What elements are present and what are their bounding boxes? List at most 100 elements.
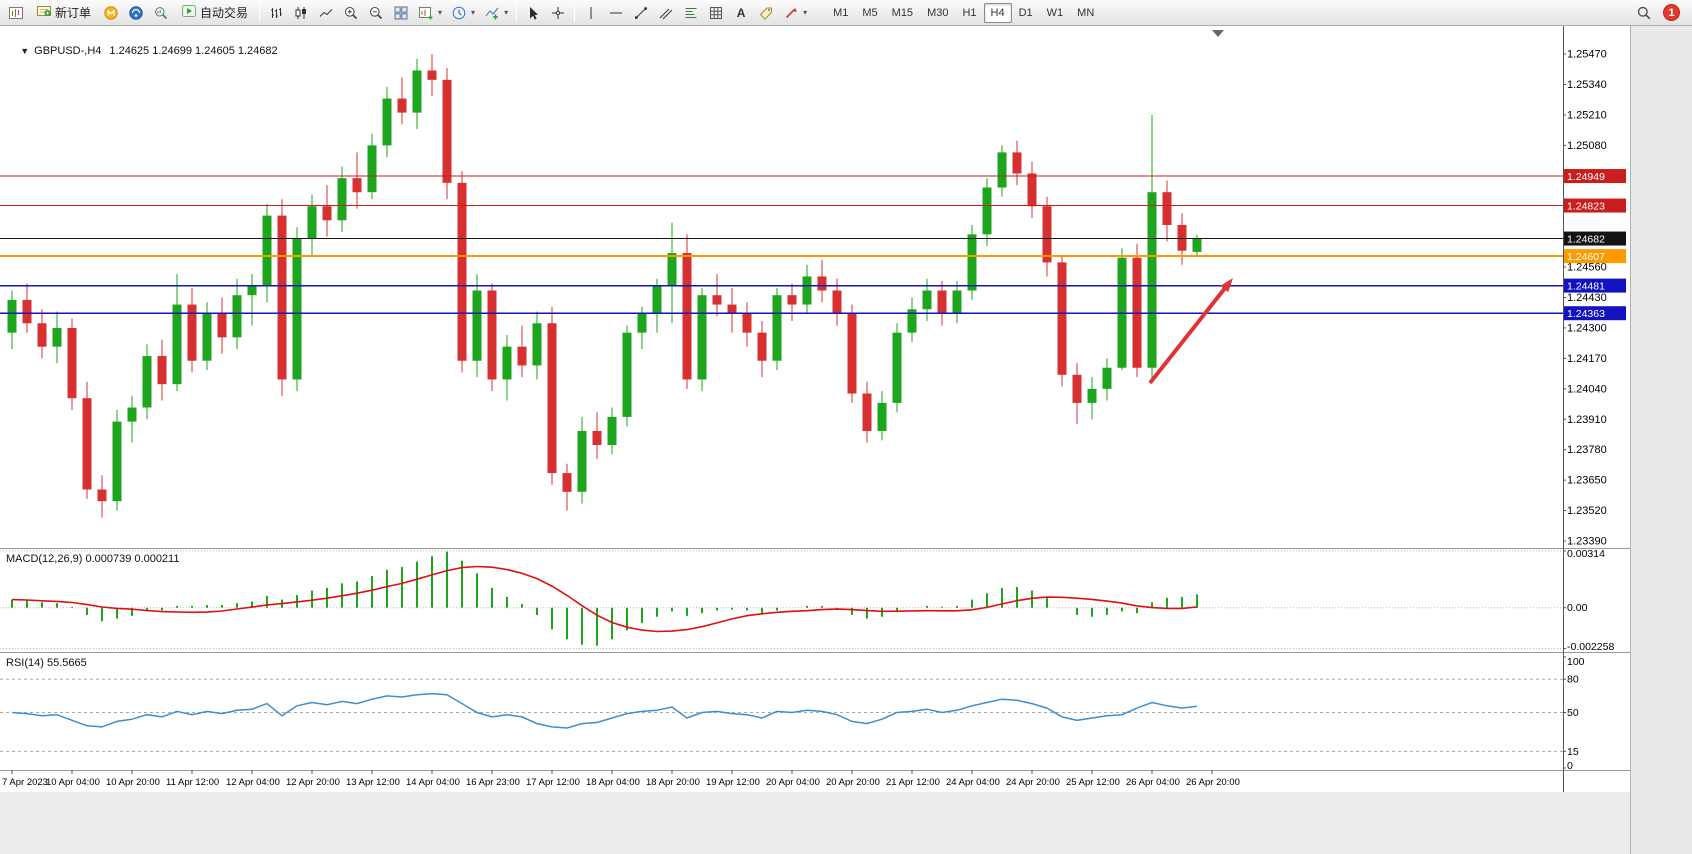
- tf-d1[interactable]: D1: [1018, 6, 1033, 19]
- svg-text:17 Apr 12:00: 17 Apr 12:00: [526, 777, 580, 788]
- chevron-down-icon: ▾: [803, 8, 808, 17]
- autotrading-button[interactable]: 自动交易: [174, 2, 255, 24]
- main-toolbar: 新订单 自动交易 ▾ ▾ ▾ A ▾ M1 M5 M15 M30 H1 H4 D…: [0, 0, 1692, 26]
- svg-text:1.25340: 1.25340: [1567, 79, 1607, 91]
- price-chart-canvas[interactable]: 0.00314 0.00 -0.002258 100 80 50 15 0 1.25470 1.2…: [0, 26, 1630, 854]
- chevron-down-icon: ▾: [471, 8, 476, 17]
- line-chart-type-icon[interactable]: [314, 2, 338, 24]
- svg-text:50: 50: [1567, 707, 1579, 719]
- svg-text:21 Apr 12:00: 21 Apr 12:00: [886, 777, 940, 788]
- svg-text:10 Apr 20:00: 10 Apr 20:00: [106, 777, 160, 788]
- svg-text:25 Apr 12:00: 25 Apr 12:00: [1066, 777, 1120, 788]
- arrows-tool-dropdown[interactable]: ▾: [779, 2, 811, 24]
- svg-text:1.24430: 1.24430: [1567, 292, 1607, 304]
- svg-text:20 Apr 04:00: 20 Apr 04:00: [766, 777, 820, 788]
- candlestick-chart-type-icon[interactable]: [289, 2, 313, 24]
- svg-text:1.25080: 1.25080: [1567, 140, 1607, 152]
- svg-text:1.25210: 1.25210: [1567, 109, 1607, 121]
- search-icon[interactable]: [1632, 2, 1656, 24]
- svg-text:10 Apr 04:00: 10 Apr 04:00: [46, 777, 100, 788]
- period-clock-dropdown[interactable]: ▾: [447, 2, 479, 24]
- new-order-label: 新订单: [55, 6, 92, 20]
- app-chart-icon[interactable]: [4, 2, 28, 24]
- tf-h1[interactable]: H1: [962, 6, 977, 19]
- svg-text:24 Apr 20:00: 24 Apr 20:00: [1006, 777, 1060, 788]
- svg-text:0: 0: [1567, 760, 1573, 772]
- tf-w1[interactable]: W1: [1046, 6, 1064, 19]
- right-margin: [1630, 26, 1692, 854]
- svg-text:1.23520: 1.23520: [1567, 505, 1607, 517]
- zoom-out-icon[interactable]: [364, 2, 388, 24]
- svg-text:1.23650: 1.23650: [1567, 475, 1607, 487]
- chart-ohlc-values: 1.24625 1.24699 1.24605 1.24682: [109, 45, 278, 57]
- autotrading-label: 自动交易: [200, 6, 249, 20]
- svg-text:24 Apr 04:00: 24 Apr 04:00: [946, 777, 1000, 788]
- svg-text:1.23780: 1.23780: [1567, 444, 1607, 456]
- tf-h4[interactable]: H4: [983, 2, 1012, 23]
- macd-label: MACD(12,26,9) 0.000739 0.000211: [6, 553, 180, 565]
- svg-text:100: 100: [1567, 656, 1585, 668]
- svg-text:1.23910: 1.23910: [1567, 414, 1607, 426]
- svg-text:-0.002258: -0.002258: [1567, 641, 1614, 653]
- svg-text:26 Apr 20:00: 26 Apr 20:00: [1186, 777, 1240, 788]
- svg-text:1.23390: 1.23390: [1567, 535, 1607, 547]
- tf-m5[interactable]: M5: [862, 6, 878, 19]
- market-search-icon[interactable]: [149, 2, 173, 24]
- svg-text:12 Apr 04:00: 12 Apr 04:00: [226, 777, 280, 788]
- svg-text:20 Apr 20:00: 20 Apr 20:00: [826, 777, 880, 788]
- tf-m1[interactable]: M1: [833, 6, 849, 19]
- chevron-down-icon: ▾: [438, 8, 443, 17]
- svg-text:12 Apr 20:00: 12 Apr 20:00: [286, 777, 340, 788]
- rsi-label: RSI(14) 55.5665: [6, 657, 87, 669]
- svg-text:11 Apr 12:00: 11 Apr 12:00: [166, 777, 219, 788]
- tf-m30[interactable]: M30: [927, 6, 949, 19]
- svg-text:18 Apr 04:00: 18 Apr 04:00: [586, 777, 640, 788]
- svg-text:0.00: 0.00: [1567, 602, 1588, 614]
- svg-text:1.24560: 1.24560: [1567, 262, 1607, 274]
- svg-text:1.24823: 1.24823: [1567, 201, 1605, 213]
- order-ticket-icon: [36, 3, 52, 22]
- text-tool-icon[interactable]: A: [736, 5, 746, 20]
- horizontal-line-tool-icon[interactable]: [604, 2, 628, 24]
- toolbar-separator: [259, 3, 261, 22]
- vertical-line-tool-icon[interactable]: [579, 2, 603, 24]
- svg-text:1.25470: 1.25470: [1567, 49, 1607, 61]
- svg-text:18 Apr 20:00: 18 Apr 20:00: [646, 777, 700, 788]
- chart-title: ▼ GBPUSD-,H4 1.24625 1.24699 1.24605 1.246…: [8, 30, 278, 72]
- fibonacci-tool-icon[interactable]: [679, 2, 703, 24]
- timeframe-toolbar: M1 M5 M15 M30 H1 H4 D1 W1 MN: [826, 2, 1101, 23]
- metaeditor-icon[interactable]: [99, 2, 123, 24]
- cursor-tool-icon[interactable]: [521, 2, 545, 24]
- tf-mn[interactable]: MN: [1077, 6, 1095, 19]
- toolbar-right-group: 1: [1632, 2, 1688, 24]
- community-icon[interactable]: [124, 2, 148, 24]
- svg-text:1.24170: 1.24170: [1567, 353, 1607, 365]
- svg-text:13 Apr 12:00: 13 Apr 12:00: [346, 777, 400, 788]
- svg-text:15: 15: [1567, 746, 1579, 758]
- new-chart-dropdown[interactable]: ▾: [414, 2, 446, 24]
- new-order-button[interactable]: 新订单: [29, 2, 98, 24]
- svg-text:1.24363: 1.24363: [1567, 308, 1605, 320]
- trendline-tool-icon[interactable]: [629, 2, 653, 24]
- tf-m15[interactable]: M15: [891, 6, 914, 19]
- svg-text:0.00314: 0.00314: [1567, 548, 1605, 560]
- crosshair-tool-icon[interactable]: [546, 2, 570, 24]
- svg-text:26 Apr 04:00: 26 Apr 04:00: [1126, 777, 1180, 788]
- chevron-down-icon: ▾: [504, 8, 509, 17]
- tile-windows-icon[interactable]: [389, 2, 413, 24]
- bar-chart-type-icon[interactable]: [264, 2, 288, 24]
- svg-text:1.24949: 1.24949: [1567, 171, 1605, 183]
- svg-text:1.24300: 1.24300: [1567, 322, 1607, 334]
- zoom-in-icon[interactable]: [339, 2, 363, 24]
- shapes-grid-tool-icon[interactable]: [704, 2, 728, 24]
- indicators-dropdown[interactable]: ▾: [480, 2, 512, 24]
- svg-text:7 Apr 2023: 7 Apr 2023: [2, 777, 48, 788]
- chart-menu-icon[interactable]: ▼: [20, 46, 30, 56]
- autotrading-play-icon: [181, 3, 197, 22]
- svg-text:1.24682: 1.24682: [1567, 234, 1605, 246]
- channel-tool-icon[interactable]: [654, 2, 678, 24]
- text-label-tool-icon[interactable]: [754, 2, 778, 24]
- svg-text:14 Apr 04:00: 14 Apr 04:00: [406, 777, 460, 788]
- notification-badge[interactable]: 1: [1663, 4, 1680, 21]
